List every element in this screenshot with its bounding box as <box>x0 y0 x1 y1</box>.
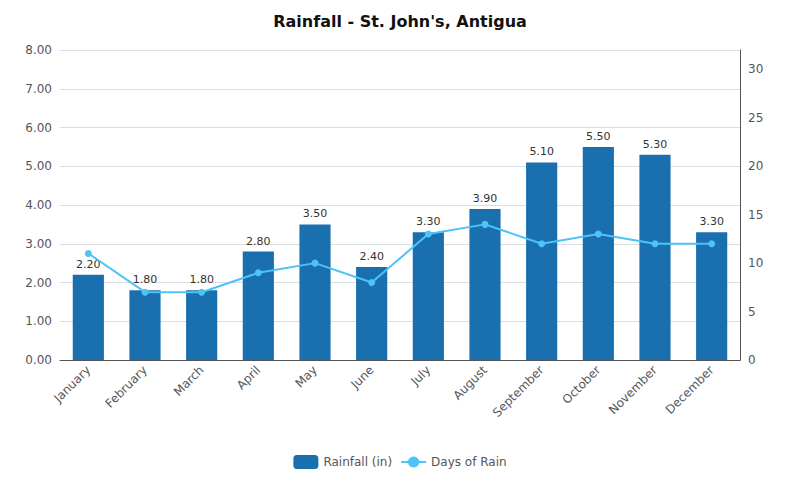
svg-text:3.30: 3.30 <box>416 215 441 228</box>
svg-text:20: 20 <box>748 159 763 173</box>
svg-text:1.00: 1.00 <box>25 314 52 328</box>
svg-text:15: 15 <box>748 208 763 222</box>
svg-text:5.50: 5.50 <box>586 130 611 143</box>
svg-text:25: 25 <box>748 111 763 125</box>
svg-text:5: 5 <box>748 305 756 319</box>
svg-text:2.00: 2.00 <box>25 276 52 290</box>
svg-text:2.40: 2.40 <box>359 250 384 263</box>
svg-text:Rainfall (in): Rainfall (in) <box>323 455 392 469</box>
svg-text:8.00: 8.00 <box>25 43 52 57</box>
svg-text:February: February <box>102 363 149 410</box>
svg-text:October: October <box>559 363 603 407</box>
svg-text:30: 30 <box>748 62 763 76</box>
svg-text:0.00: 0.00 <box>25 353 52 367</box>
svg-text:0: 0 <box>748 353 756 367</box>
svg-text:Days of Rain: Days of Rain <box>431 455 507 469</box>
svg-text:April: April <box>234 363 263 392</box>
svg-text:3.00: 3.00 <box>25 237 52 251</box>
svg-text:3.50: 3.50 <box>303 207 328 220</box>
svg-text:June: June <box>348 363 377 392</box>
svg-text:July: July <box>407 363 433 389</box>
svg-text:May: May <box>293 363 320 390</box>
svg-text:1.80: 1.80 <box>133 273 158 286</box>
svg-text:10: 10 <box>748 256 763 270</box>
svg-text:2.20: 2.20 <box>76 257 101 271</box>
svg-text:6.00: 6.00 <box>25 121 52 135</box>
svg-text:5.10: 5.10 <box>529 145 554 158</box>
svg-text:5.00: 5.00 <box>25 159 52 173</box>
svg-text:March: March <box>171 363 207 399</box>
svg-text:1.80: 1.80 <box>189 273 214 286</box>
svg-text:Rainfall - St. John's, Antigua: Rainfall - St. John's, Antigua <box>273 12 527 31</box>
svg-text:3.30: 3.30 <box>699 215 724 228</box>
svg-text:November: November <box>606 363 660 417</box>
svg-text:August: August <box>450 363 490 403</box>
svg-text:4.00: 4.00 <box>25 198 52 212</box>
svg-text:September: September <box>490 363 547 420</box>
svg-text:December: December <box>663 363 717 417</box>
svg-text:January: January <box>51 363 94 406</box>
svg-text:5.30: 5.30 <box>643 138 668 151</box>
svg-text:7.00: 7.00 <box>25 82 52 96</box>
svg-text:3.90: 3.90 <box>473 192 498 205</box>
svg-text:2.80: 2.80 <box>246 235 271 248</box>
